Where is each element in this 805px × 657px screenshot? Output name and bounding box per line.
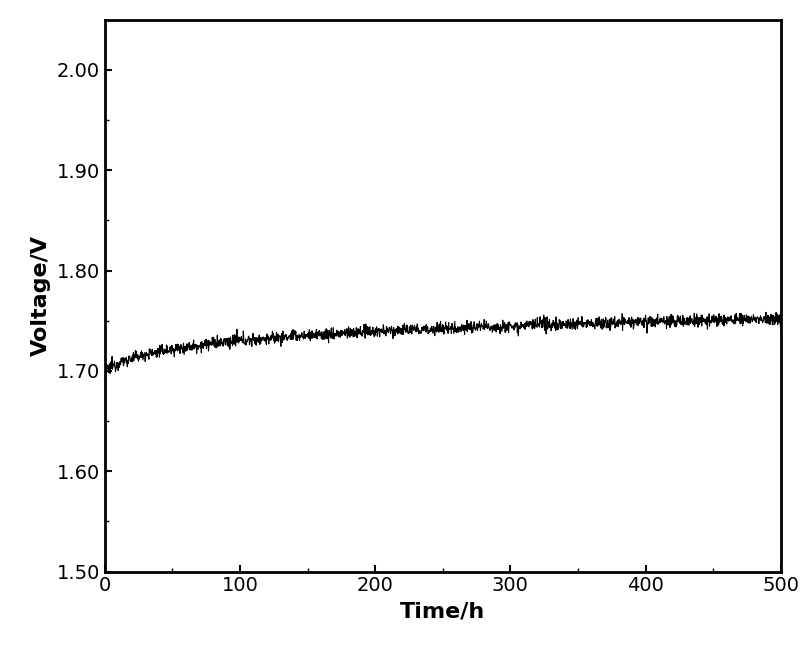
- Y-axis label: Voltage/V: Voltage/V: [31, 235, 51, 356]
- X-axis label: Time/h: Time/h: [400, 601, 485, 621]
